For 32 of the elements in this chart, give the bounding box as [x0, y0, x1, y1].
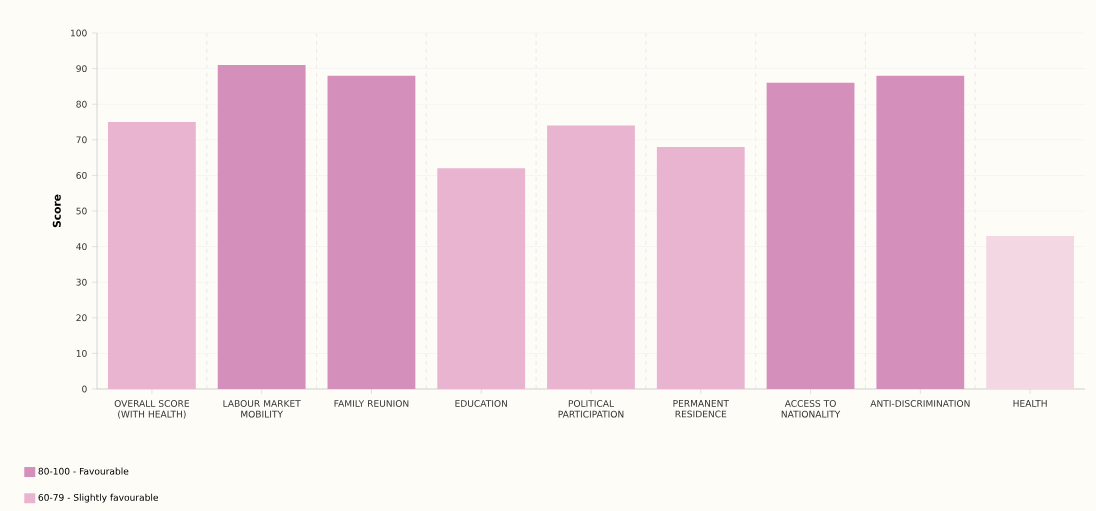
y-tick-label: 100 — [70, 29, 87, 37]
x-tick-label: LABOUR MARKET MOBILITY — [223, 400, 301, 418]
x-tick-label: OVERALL SCORE (WITH HEALTH) — [114, 400, 190, 419]
y-tick-label: 30 — [76, 278, 87, 286]
y-tick-label: 40 — [76, 243, 87, 251]
legend-label: 80-100 - Favourable — [38, 467, 129, 475]
bar — [986, 235, 1075, 389]
legend-label: 60-79 - Slightly favourable — [38, 493, 159, 503]
x-tick-label: ACCESS TO NATIONALITY — [781, 400, 841, 418]
x-tick-label: ANTI-DISCRIMINATION — [870, 400, 970, 407]
y-tick-label: 50 — [76, 207, 87, 215]
y-tick-label: 60 — [76, 171, 87, 179]
bar — [217, 65, 306, 389]
y-tick-label: 80 — [76, 100, 87, 108]
x-tick-label: POLITICAL PARTICIPATION — [558, 400, 624, 418]
y-tick-label: 90 — [76, 65, 87, 73]
x-tick-label: HEALTH — [1013, 400, 1047, 407]
y-axis-title: Score — [52, 194, 61, 228]
bar — [107, 122, 196, 389]
x-tick-label: EDUCATION — [455, 400, 507, 407]
bar — [656, 146, 745, 389]
y-tick-label: 10 — [76, 349, 87, 357]
bar — [437, 168, 526, 389]
bar — [766, 82, 855, 389]
y-tick-label: 0 — [82, 385, 87, 393]
x-tick-label: PERMANENT RESIDENCE — [673, 400, 729, 418]
y-tick-label: 20 — [76, 314, 87, 322]
x-tick-label: FAMILY REUNION — [334, 400, 409, 407]
bar — [327, 75, 416, 389]
bar — [876, 75, 965, 389]
y-tick-label: 70 — [76, 136, 87, 144]
bar — [547, 125, 635, 389]
